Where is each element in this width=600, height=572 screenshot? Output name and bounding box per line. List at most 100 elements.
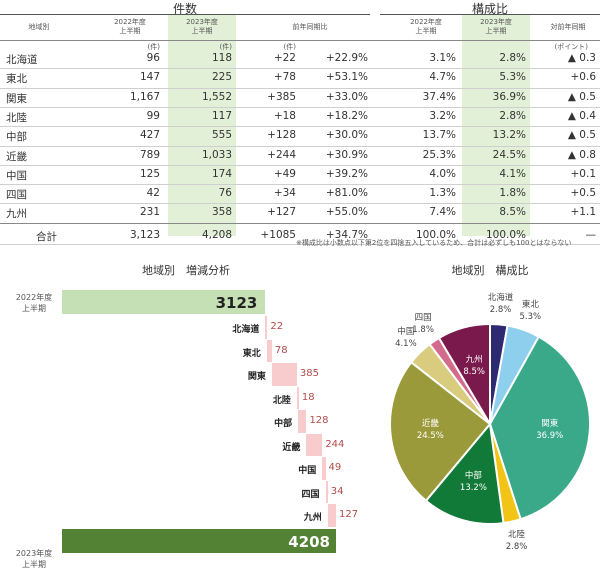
table-row-pct: +33.0% bbox=[325, 90, 368, 103]
pie-label-value: 24.5% bbox=[416, 431, 444, 442]
waterfall-category-label: 北海道 bbox=[232, 325, 260, 335]
unit-point: (ポイント) bbox=[554, 43, 588, 51]
pie-label-name: 四国 bbox=[414, 313, 432, 324]
pie-slice bbox=[389, 360, 492, 503]
waterfall-delta-bar bbox=[322, 457, 326, 480]
table-row-s2022: 3.2% bbox=[429, 109, 456, 122]
waterfall-delta-bar bbox=[296, 386, 299, 409]
table-row-diff: +49 bbox=[273, 167, 296, 180]
table-row-diff: +244 bbox=[267, 148, 296, 161]
table-row-c2022: 231 bbox=[139, 206, 160, 219]
waterfall-delta-value: 128 bbox=[309, 415, 329, 426]
waterfall-end-label-line1: 2023年度 bbox=[15, 549, 53, 558]
waterfall-delta-value: 127 bbox=[339, 509, 359, 520]
table-row-pct: +18.2% bbox=[325, 109, 368, 122]
table-row-diff: +22 bbox=[273, 52, 296, 64]
table-row-s2023: 13.2% bbox=[492, 129, 526, 142]
table-row-spt: +0.6 bbox=[570, 71, 597, 84]
table-row-diff: +34 bbox=[273, 187, 296, 200]
row-divider bbox=[0, 164, 600, 166]
waterfall-start-label-line1: 2022年度 bbox=[15, 293, 53, 302]
waterfall-delta-bar bbox=[271, 363, 297, 386]
table-row-c2023: 358 bbox=[211, 206, 232, 219]
waterfall-delta-value: 22 bbox=[270, 321, 284, 332]
row-divider bbox=[0, 87, 600, 89]
table-row-s2023: 4.1% bbox=[499, 167, 526, 180]
table-row-c2022: 427 bbox=[139, 129, 160, 142]
table-row-s2023: 24.5% bbox=[492, 148, 526, 161]
table-row-s2022: 37.4% bbox=[422, 90, 456, 103]
table-row-total-s2022: 100.0% bbox=[415, 228, 456, 241]
pie-label: 関東 36.9% bbox=[526, 418, 574, 442]
table-row-region: 関東 bbox=[6, 92, 27, 105]
share-title-rule bbox=[380, 14, 600, 15]
pie-label: 中国 4.1% bbox=[382, 326, 430, 350]
table-row-c2023: 174 bbox=[211, 167, 232, 180]
waterfall-start-label-line2: 上半期 bbox=[22, 304, 46, 313]
share-section-title: 構成比 bbox=[471, 2, 508, 16]
header-region: 地域別 bbox=[28, 23, 50, 31]
table-row-spt: ▲ 0.5 bbox=[567, 90, 596, 103]
waterfall-end-label-line2: 上半期 bbox=[22, 560, 46, 569]
waterfall-delta-value: 49 bbox=[328, 462, 342, 473]
waterfall-category-label: 関東 bbox=[247, 372, 266, 382]
waterfall-delta-value: 385 bbox=[299, 368, 320, 379]
header-2022-line2: 上半期 bbox=[119, 27, 141, 35]
highlight-column-2023 bbox=[168, 15, 236, 236]
pie-label-value: 1.8% bbox=[412, 325, 434, 336]
waterfall-category-label: 九州 bbox=[303, 513, 322, 523]
table-row-spt: ▲ 0.5 bbox=[567, 129, 596, 142]
footnote: ※構成比は小数点以下第2位を四捨五入しているため、合計は必ずしも100とはならな… bbox=[296, 239, 572, 247]
table-row-pct: +53.1% bbox=[325, 71, 368, 84]
waterfall-start-label: 2022年度 上半期 bbox=[10, 292, 58, 314]
pie-slice bbox=[424, 421, 505, 525]
table-row-s2022: 1.3% bbox=[429, 187, 456, 200]
waterfall-delta-value: 34 bbox=[330, 485, 344, 497]
count-title-rule bbox=[0, 14, 370, 15]
table-row-diff: +128 bbox=[267, 129, 296, 142]
table-row-c2022: 1,167 bbox=[129, 90, 160, 103]
table-row-total-s2023: 100.0% bbox=[485, 228, 526, 241]
table-row-spt: ▲ 0.4 bbox=[567, 109, 596, 122]
table-row-spt: ▲ 0.3 bbox=[567, 52, 596, 64]
header-2022: 2022年度 上半期 bbox=[100, 18, 160, 36]
table-row-c2022: 99 bbox=[146, 109, 160, 122]
header-share-2022-line1: 2022年度 bbox=[410, 18, 442, 26]
pie-slice bbox=[437, 322, 491, 428]
table-row-c2023: 225 bbox=[211, 71, 232, 84]
header-2023-line2: 上半期 bbox=[191, 27, 213, 35]
waterfall-plot: 3123 北海道 22 東北 78 関東 385 北陸 18 中部 128 近畿 244 中国 49 四国 34… bbox=[0, 262, 372, 572]
table-row-spt: ▲ 0.8 bbox=[567, 148, 596, 161]
pie-label-name: 北海道 bbox=[487, 293, 514, 304]
table-row-c2022: 42 bbox=[146, 187, 160, 200]
row-divider bbox=[0, 203, 600, 205]
table-row-c2023: 555 bbox=[211, 129, 232, 142]
waterfall-end-bar bbox=[62, 528, 336, 553]
header-2023-line1: 2023年度 bbox=[186, 18, 218, 26]
table-row-diff: +18 bbox=[273, 109, 296, 122]
table-row-s2022: 13.7% bbox=[422, 129, 456, 142]
table-row-c2023: 1,033 bbox=[201, 148, 232, 161]
waterfall-delta-value: 18 bbox=[301, 391, 315, 403]
table-row-region: 中部 bbox=[6, 131, 27, 144]
header-share-2022-line2: 上半期 bbox=[415, 27, 437, 35]
waterfall-end-value: 4208 bbox=[288, 532, 330, 551]
pie-label-name: 九州 bbox=[465, 355, 483, 366]
table-row-pct: +30.0% bbox=[325, 129, 368, 142]
pie-label: 近畿 24.5% bbox=[406, 418, 454, 442]
table-row-spt: +0.1 bbox=[570, 167, 597, 180]
table-row-region: 四国 bbox=[6, 189, 27, 202]
table-row-pct: +30.9% bbox=[325, 148, 368, 161]
waterfall-end-label: 2023年度 上半期 bbox=[10, 548, 58, 570]
unit-2022: (件) bbox=[147, 43, 160, 51]
table-row-s2023: 2.8% bbox=[499, 109, 526, 122]
table-row-region: 北陸 bbox=[6, 111, 27, 124]
waterfall-category-label: 北陸 bbox=[272, 395, 291, 406]
pie-label-name: 中部 bbox=[464, 470, 482, 481]
waterfall-delta-value: 78 bbox=[274, 344, 288, 356]
pie-label-value: 2.8% bbox=[489, 305, 512, 316]
pie-label-value: 36.9% bbox=[536, 430, 564, 441]
header-2023: 2023年度 上半期 bbox=[172, 18, 232, 36]
row-divider bbox=[0, 222, 600, 224]
header-share-2022: 2022年度 上半期 bbox=[396, 18, 456, 36]
